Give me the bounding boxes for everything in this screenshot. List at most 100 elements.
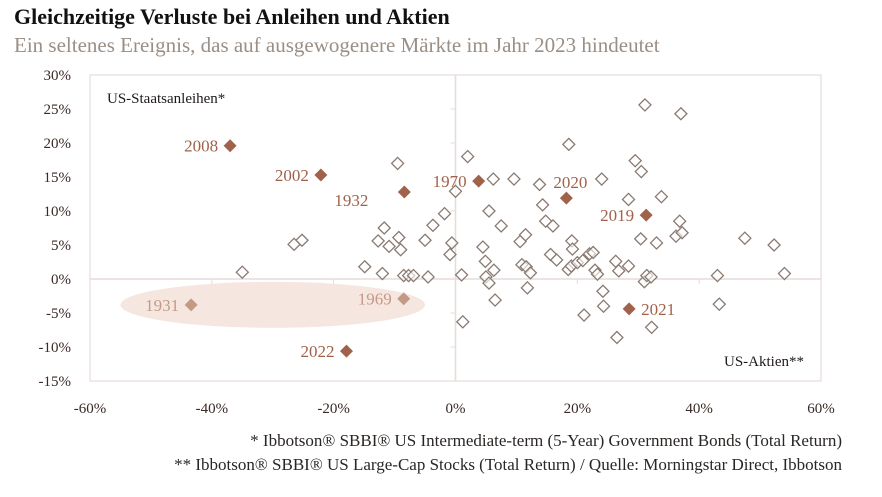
data-point (391, 230, 406, 245)
data-point (375, 266, 390, 281)
data-point (644, 320, 659, 335)
data-point (523, 265, 538, 280)
x-tick-label: 0% (446, 401, 466, 417)
data-point (546, 219, 560, 233)
footnote-bonds: * Ibbotson® SBBI® US Intermediate-term (… (250, 431, 842, 450)
x-tick-label: -40% (196, 401, 229, 417)
year-label-2019: 2019 (600, 206, 634, 225)
data-point (486, 172, 501, 186)
highlighted-point-2008 (223, 139, 237, 153)
year-label-1931: 1931 (145, 296, 179, 315)
data-point (421, 270, 436, 284)
data-point (596, 299, 611, 314)
data-point (538, 214, 553, 229)
data-point (390, 156, 405, 171)
year-label-1970: 1970 (433, 172, 467, 191)
highlighted-point-1969 (397, 292, 411, 306)
data-point (634, 164, 649, 179)
footnote-stocks-source: ** Ibbotson® SBBI® US Large-Cap Stocks (… (174, 455, 842, 474)
data-point (382, 239, 397, 254)
y-tick-label: 0% (51, 272, 71, 288)
y-tick-label: 20% (44, 136, 72, 152)
highlighted-point-2002 (314, 168, 328, 182)
data-point (638, 98, 652, 112)
data-point (455, 314, 470, 329)
data-point (673, 106, 688, 121)
data-point (406, 268, 421, 283)
data-point (649, 236, 664, 250)
data-point (590, 267, 605, 282)
data-point (295, 233, 309, 248)
data-point (520, 280, 535, 295)
y-tick-label: 25% (44, 102, 72, 118)
highlighted-point-1932 (397, 185, 411, 199)
data-point (377, 221, 392, 235)
data-point (575, 253, 590, 268)
data-point (710, 268, 725, 283)
data-point (426, 218, 440, 233)
data-point (549, 253, 564, 267)
x-tick-label: -60% (74, 401, 107, 417)
data-point (460, 149, 475, 164)
year-label-1969: 1969 (358, 290, 392, 309)
data-point (235, 265, 250, 280)
data-point (418, 233, 432, 248)
data-point (595, 284, 610, 299)
data-point (482, 204, 496, 218)
y-tick-label: -10% (39, 340, 72, 356)
y-tick-label: 5% (51, 238, 71, 254)
data-point (393, 242, 408, 257)
year-label-2002: 2002 (275, 166, 309, 185)
year-label-1932: 1932 (334, 191, 368, 210)
data-point (610, 330, 624, 345)
highlighted-point-1931 (184, 298, 198, 312)
data-point (444, 236, 459, 250)
y-tick-label: -5% (46, 306, 71, 322)
x-tick-label: 40% (685, 401, 713, 417)
highlighted-point-2019 (639, 208, 653, 222)
highlight-ellipse (120, 281, 426, 328)
data-point (621, 192, 636, 207)
y-axis-label: US-Staatsanleihen* (107, 91, 225, 107)
data-point (507, 172, 521, 186)
data-point (518, 227, 533, 242)
data-point (488, 293, 503, 307)
data-point (448, 184, 463, 199)
chart-title: Gleichzeitige Verluste bei Anleihen und … (14, 4, 450, 29)
data-point (454, 268, 469, 282)
highlighted-point-1970 (472, 174, 486, 188)
y-tick-label: 15% (44, 170, 72, 186)
data-point (633, 231, 648, 246)
year-label-2020: 2020 (553, 173, 587, 192)
data-point (594, 172, 609, 186)
year-label-2022: 2022 (300, 342, 334, 361)
data-point (737, 231, 752, 246)
data-point (777, 266, 792, 281)
data-point (654, 189, 669, 204)
highlighted-point-2022 (339, 344, 353, 358)
data-point (535, 197, 550, 212)
data-point (437, 206, 452, 221)
x-tick-label: 20% (564, 401, 592, 417)
data-point (357, 259, 372, 274)
x-tick-label: 60% (807, 401, 835, 417)
data-point (371, 234, 386, 248)
data-point (565, 242, 580, 256)
data-point (478, 254, 493, 269)
highlighted-point-2020 (559, 191, 573, 205)
data-point (675, 225, 690, 240)
data-point (586, 245, 601, 260)
data-point (486, 263, 501, 278)
data-point (443, 247, 457, 262)
data-point (577, 308, 591, 322)
chart-subtitle: Ein seltenes Ereignis, das auf ausgewoge… (14, 33, 660, 57)
data-point (767, 238, 782, 252)
data-point (482, 276, 496, 290)
year-label-2021: 2021 (641, 300, 675, 319)
x-axis-label: US-Aktien** (724, 354, 804, 370)
data-point (672, 214, 687, 229)
data-point (712, 297, 727, 312)
data-point (621, 259, 636, 273)
data-point (628, 153, 643, 168)
